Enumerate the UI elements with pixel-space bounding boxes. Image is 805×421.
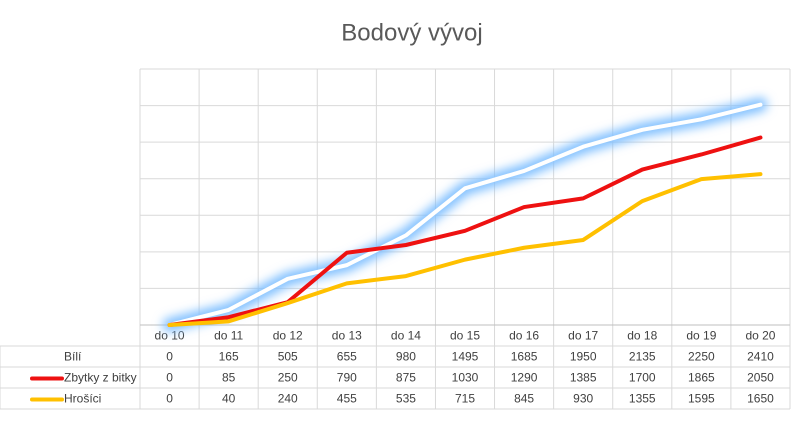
table-value: 1650 [747, 392, 774, 406]
table-value: 85 [222, 371, 236, 385]
x-tick-label: do 17 [568, 329, 598, 343]
series-line [167, 102, 763, 327]
x-tick-label: do 10 [155, 329, 185, 343]
table-value: 455 [337, 392, 357, 406]
table-value: 875 [396, 371, 416, 385]
table-value: 1700 [629, 371, 656, 385]
table-value: 715 [455, 392, 475, 406]
table-value: 250 [278, 371, 298, 385]
x-tick-label: do 20 [745, 329, 775, 343]
table-value: 505 [278, 350, 298, 364]
table-value: 1685 [511, 350, 538, 364]
x-tick-label: do 16 [509, 329, 539, 343]
x-tick-label: do 14 [391, 329, 421, 343]
table-value: 2050 [747, 371, 774, 385]
x-tick-label: do 19 [686, 329, 716, 343]
table-value: 2410 [747, 350, 774, 364]
table-value: 240 [278, 392, 298, 406]
table-value: 2135 [629, 350, 656, 364]
legend-label: Bílí [64, 350, 82, 364]
table-value: 1385 [570, 371, 597, 385]
table-value: 1355 [629, 392, 656, 406]
table-value: 0 [166, 350, 173, 364]
table-value: 655 [337, 350, 357, 364]
x-tick-label: do 12 [273, 329, 303, 343]
legend-label: Zbytky z bitky [64, 371, 137, 385]
x-tick-label: do 13 [332, 329, 362, 343]
table-value: 1495 [452, 350, 479, 364]
table-value: 1950 [570, 350, 597, 364]
x-tick-label: do 18 [627, 329, 657, 343]
table-value: 1865 [688, 371, 715, 385]
table-value: 790 [337, 371, 357, 385]
table-value: 165 [219, 350, 239, 364]
table-value: 1290 [511, 371, 538, 385]
x-tick-label: do 15 [450, 329, 480, 343]
table-value: 40 [222, 392, 236, 406]
table-value: 980 [396, 350, 416, 364]
table-value: 2250 [688, 350, 715, 364]
table-value: 0 [166, 371, 173, 385]
table-value: 535 [396, 392, 416, 406]
table-value: 0 [166, 392, 173, 406]
chart-title: Bodový vývoj [341, 19, 482, 46]
series-line [167, 172, 763, 327]
legend-label: Hrošíci [64, 392, 101, 406]
table-value: 930 [573, 392, 593, 406]
table-value: 1595 [688, 392, 715, 406]
table-value: 1030 [452, 371, 479, 385]
table-value: 845 [514, 392, 534, 406]
x-tick-label: do 11 [214, 329, 243, 343]
